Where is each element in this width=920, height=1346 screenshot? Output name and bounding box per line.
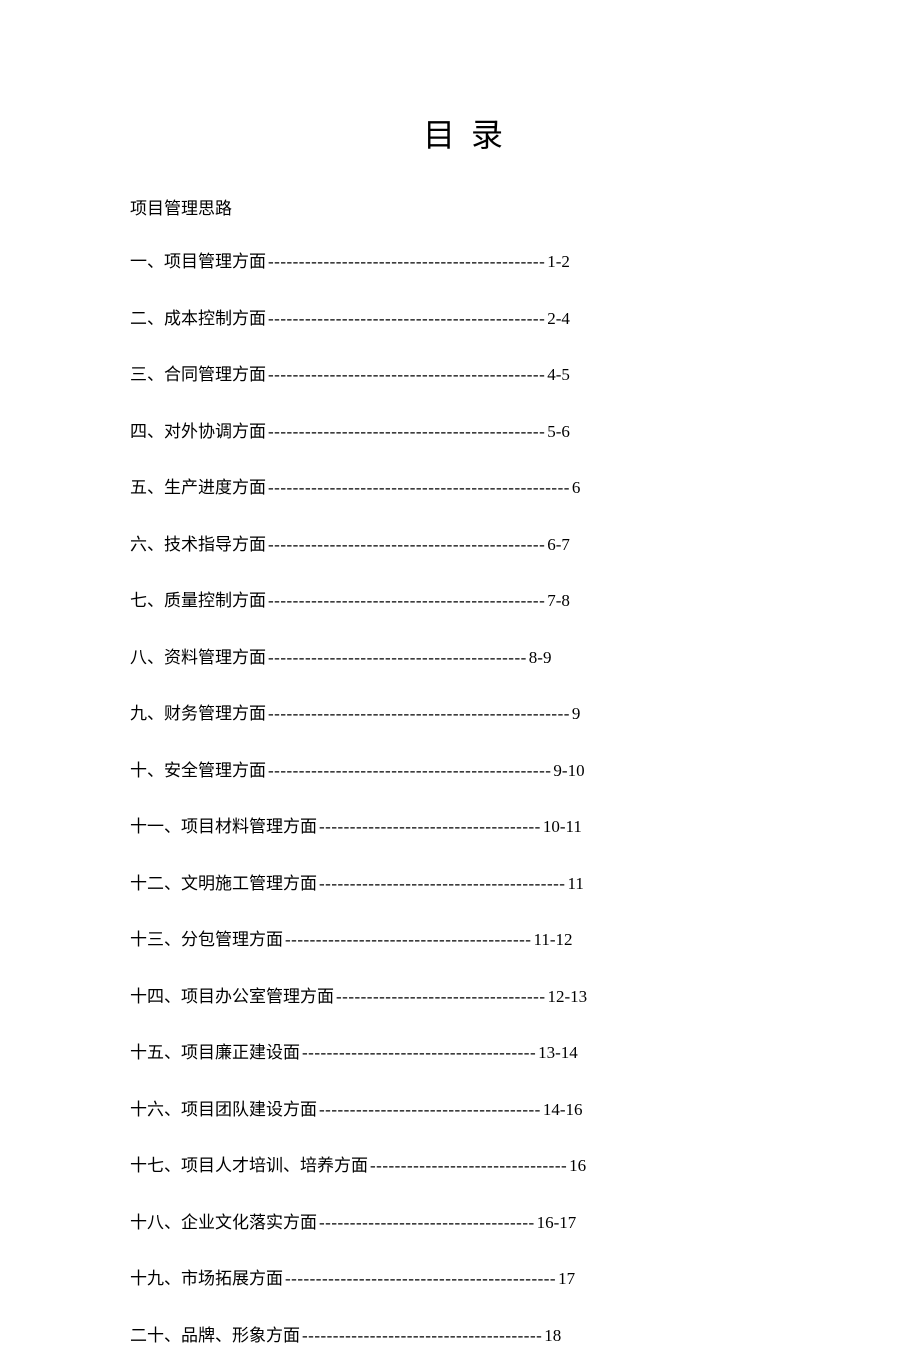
toc-entry-label: 十八、企业文化落实方面 — [130, 1208, 317, 1233]
toc-entry: 九、财务管理方面 -------------------------------… — [130, 699, 800, 724]
toc-entry-page: 1-2 — [547, 252, 570, 272]
toc-entry-page: 17 — [558, 1269, 575, 1289]
toc-entry-leader: --------------------------------------- — [302, 1326, 542, 1346]
toc-entry-leader: ---------------------------------------- — [319, 874, 565, 894]
toc-entry-leader: ------------------------------------ — [319, 817, 541, 837]
toc-entry-leader: ----------------------------------------… — [268, 591, 545, 611]
toc-entry-leader: ----------------------------------------… — [268, 252, 545, 272]
toc-entry: 十一、项目材料管理方面 ----------------------------… — [130, 812, 800, 837]
toc-entry-page: 7-8 — [547, 591, 570, 611]
toc-entry: 七、质量控制方面 -------------------------------… — [130, 586, 800, 611]
toc-entry-leader: ----------------------------------------… — [268, 309, 545, 329]
toc-entry-page: 8-9 — [529, 648, 552, 668]
toc-entry-page: 6 — [572, 478, 581, 498]
toc-entry-label: 七、质量控制方面 — [130, 586, 266, 611]
toc-entry-page: 14-16 — [543, 1100, 583, 1120]
toc-entry: 十二、文明施工管理方面 ----------------------------… — [130, 869, 800, 894]
toc-entry-leader: ---------------------------------- — [336, 987, 545, 1007]
toc-entry-label: 五、生产进度方面 — [130, 473, 266, 498]
toc-entry-leader: ----------------------------------------… — [268, 478, 570, 498]
toc-entry: 二十、品牌、形象方面 -----------------------------… — [130, 1321, 800, 1346]
toc-entry-page: 5-6 — [547, 422, 570, 442]
toc-entry-label: 十三、分包管理方面 — [130, 925, 283, 950]
toc-entry: 六、技术指导方面 -------------------------------… — [130, 530, 800, 555]
toc-entry-label: 八、资料管理方面 — [130, 643, 266, 668]
toc-entry-label: 十二、文明施工管理方面 — [130, 869, 317, 894]
toc-entry-leader: ----------------------------------------… — [268, 648, 527, 668]
toc-entry: 四、对外协调方面 -------------------------------… — [130, 417, 800, 442]
toc-entry-label: 九、财务管理方面 — [130, 699, 266, 724]
toc-entry-label: 四、对外协调方面 — [130, 417, 266, 442]
toc-entry-page: 11-12 — [533, 930, 572, 950]
toc-entry: 十三、分包管理方面 ------------------------------… — [130, 925, 800, 950]
toc-entry: 十五、项目廉正建设面 -----------------------------… — [130, 1038, 800, 1063]
toc-entry-label: 三、合同管理方面 — [130, 360, 266, 385]
toc-entry: 一、项目管理方面 -------------------------------… — [130, 247, 800, 272]
toc-entry: 八、资料管理方面 -------------------------------… — [130, 643, 800, 668]
toc-entry: 五、生产进度方面 -------------------------------… — [130, 473, 800, 498]
toc-entry-page: 10-11 — [543, 817, 582, 837]
toc-entry-label: 十六、项目团队建设方面 — [130, 1095, 317, 1120]
toc-entry: 三、合同管理方面 -------------------------------… — [130, 360, 800, 385]
toc-subtitle: 项目管理思路 — [130, 194, 800, 219]
toc-entry-label: 十四、项目办公室管理方面 — [130, 982, 334, 1007]
toc-entry-label: 十五、项目廉正建设面 — [130, 1038, 300, 1063]
toc-entry: 十、安全管理方面 -------------------------------… — [130, 756, 800, 781]
toc-entry-leader: ----------------------------------------… — [268, 535, 545, 555]
toc-entry-leader: ----------------------------------- — [319, 1213, 535, 1233]
toc-entry: 十七、项目人才培训、培养方面 -------------------------… — [130, 1151, 800, 1176]
toc-entry-page: 12-13 — [547, 987, 587, 1007]
toc-entry-label: 十一、项目材料管理方面 — [130, 812, 317, 837]
toc-entry-page: 18 — [544, 1326, 561, 1346]
toc-entry-leader: -------------------------------- — [370, 1156, 567, 1176]
toc-entry-page: 9 — [572, 704, 581, 724]
toc-entry-label: 十七、项目人才培训、培养方面 — [130, 1151, 368, 1176]
toc-entry-page: 6-7 — [547, 535, 570, 555]
toc-entry: 十九、市场拓展方面 ------------------------------… — [130, 1264, 800, 1289]
toc-entry-page: 16-17 — [537, 1213, 577, 1233]
toc-entry-leader: ----------------------------------------… — [268, 365, 545, 385]
toc-entry-page: 11 — [567, 874, 583, 894]
toc-entry-label: 一、项目管理方面 — [130, 247, 266, 272]
toc-entry-label: 二、成本控制方面 — [130, 304, 266, 329]
toc-entry-leader: ----------------------------------------… — [268, 422, 545, 442]
toc-entry-leader: ---------------------------------------- — [285, 930, 531, 950]
toc-entry-page: 13-14 — [538, 1043, 578, 1063]
toc-entry-leader: ------------------------------------ — [319, 1100, 541, 1120]
toc-entry-page: 4-5 — [547, 365, 570, 385]
toc-list: 一、项目管理方面 -------------------------------… — [130, 247, 800, 1346]
toc-entry: 十八、企业文化落实方面 ----------------------------… — [130, 1208, 800, 1233]
toc-entry-label: 二十、品牌、形象方面 — [130, 1321, 300, 1346]
toc-entry-page: 16 — [569, 1156, 586, 1176]
toc-entry-page: 9-10 — [553, 761, 584, 781]
toc-entry-leader: -------------------------------------- — [302, 1043, 536, 1063]
toc-entry-label: 六、技术指导方面 — [130, 530, 266, 555]
toc-entry: 二、成本控制方面 -------------------------------… — [130, 304, 800, 329]
toc-entry-page: 2-4 — [547, 309, 570, 329]
toc-entry-label: 十、安全管理方面 — [130, 756, 266, 781]
toc-title: 目 录 — [130, 110, 800, 156]
toc-entry-leader: ----------------------------------------… — [268, 704, 570, 724]
toc-entry-leader: ----------------------------------------… — [268, 761, 551, 781]
toc-entry-leader: ----------------------------------------… — [285, 1269, 556, 1289]
toc-entry: 十四、项目办公室管理方面 ---------------------------… — [130, 982, 800, 1007]
toc-entry-label: 十九、市场拓展方面 — [130, 1264, 283, 1289]
toc-entry: 十六、项目团队建设方面 ----------------------------… — [130, 1095, 800, 1120]
